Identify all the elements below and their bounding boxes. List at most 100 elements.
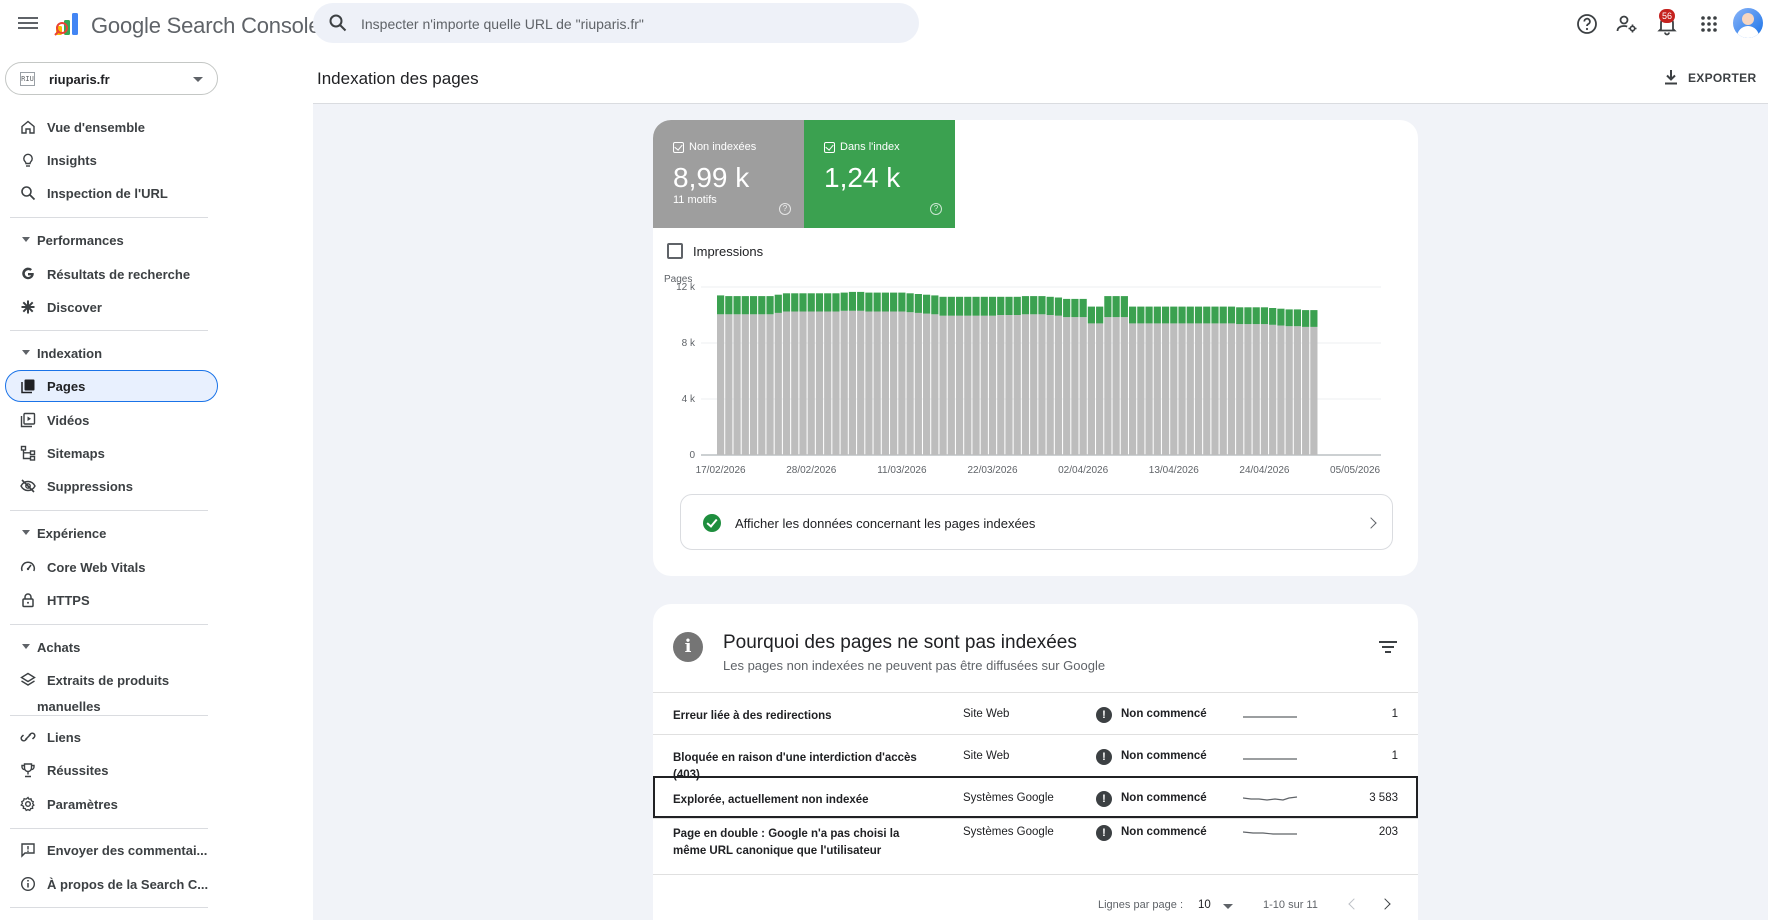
table-row[interactable]: Bloquée en raison d'une interdiction d'a… <box>653 734 1418 781</box>
chart-bar <box>1153 323 1161 455</box>
sidebar-item-https[interactable]: HTTPS <box>5 584 218 616</box>
chart-bar <box>758 314 766 455</box>
chart-bar <box>906 312 914 455</box>
chart-bar <box>1087 323 1095 455</box>
sidebar-item-label: Paramètres <box>47 797 118 812</box>
x-tick-label: 02/04/2026 <box>1058 465 1108 476</box>
chart-bar <box>741 296 749 315</box>
table-row[interactable]: Explorée, actuellement non indexée Systèm… <box>653 776 1418 818</box>
apps-grid-icon[interactable] <box>1697 12 1721 36</box>
sidebar-item-label: Extraits de produits <box>47 673 170 688</box>
chart-bar <box>1079 298 1087 318</box>
indexed-tile[interactable]: Dans l'index 1,24 k ? <box>804 120 955 228</box>
sidebar-item-about[interactable]: À propos de la Search C... <box>5 868 218 900</box>
count-cell: 3 583 <box>1369 792 1398 804</box>
chart-bar <box>955 315 964 455</box>
help-icon[interactable] <box>1575 12 1599 36</box>
sidebar-item-feedback[interactable]: Envoyer des commentai... <box>5 834 218 866</box>
trend-sparkline <box>1243 758 1297 760</box>
tile-value: 8,99 k <box>673 162 750 193</box>
chart-bar <box>988 315 997 455</box>
chart-bar <box>939 315 947 455</box>
help-icon[interactable]: ? <box>930 203 942 215</box>
account-avatar[interactable] <box>1733 8 1763 38</box>
table-row[interactable]: Erreur liée à des redirections Site Web! N… <box>653 692 1418 734</box>
search-console-logo <box>54 13 78 36</box>
chart-bar <box>1219 306 1227 324</box>
chart-bar <box>1310 310 1318 327</box>
x-tick-label: 24/04/2026 <box>1239 465 1289 476</box>
sidebar-section-indexing[interactable]: Indexation <box>5 341 218 365</box>
pages-chart: Pages 0 4 k 8 k 12 k 17/02/2026 28/02/2026 11/0… <box>664 275 1381 476</box>
chart-bar <box>741 314 749 455</box>
sidebar-item-core-web-vitals[interactable]: Core Web Vitals <box>5 551 218 583</box>
sidebar-item-videos[interactable]: Vidéos <box>5 404 218 436</box>
not-indexed-reasons-card: i Pourquoi des pages ne sont pas indexée… <box>653 604 1418 920</box>
chart-bar <box>1302 326 1310 455</box>
chart-bar <box>815 311 824 455</box>
sidebar-item-achievements[interactable]: Réussites <box>5 754 218 786</box>
chart-bar <box>774 294 782 313</box>
help-icon[interactable]: ? <box>779 203 791 215</box>
sidebar-item-discover[interactable]: Discover <box>5 291 218 323</box>
filter-icon[interactable] <box>1379 640 1397 654</box>
chevron-left-icon[interactable] <box>1348 898 1360 910</box>
chart-bar <box>1252 307 1260 325</box>
source-cell: Systèmes Google <box>963 826 1054 838</box>
caret-down-icon <box>22 350 30 355</box>
sidebar-item-url-inspection[interactable]: Inspection de l'URL <box>5 177 218 209</box>
chart-bar <box>865 292 873 312</box>
table-row[interactable]: Page en double : Google n'a pas choisi l… <box>653 818 1418 874</box>
chevron-down-icon[interactable] <box>1223 904 1233 909</box>
sidebar-item-removals[interactable]: Suppressions <box>5 470 218 502</box>
warning-icon: ! <box>1096 791 1112 807</box>
chart-bar <box>733 296 741 315</box>
sidebar-item-label: Vidéos <box>47 413 90 428</box>
chart-bar <box>1293 309 1301 327</box>
chart-bar <box>1211 306 1219 324</box>
sidebar-item-search-results[interactable]: Résultats de recherche <box>5 258 218 290</box>
chart-bar <box>980 315 988 455</box>
not-indexed-tile[interactable]: Non indexées 8,99 k 11 motifs ? <box>653 120 804 228</box>
caret-down-icon <box>22 237 30 242</box>
chart-bar <box>1194 306 1203 324</box>
chart-bar <box>1302 310 1310 327</box>
chart-bar <box>749 296 758 315</box>
menu-icon[interactable] <box>18 14 38 34</box>
sidebar-item-pages[interactable]: Pages <box>5 370 218 402</box>
sidebar-item-settings[interactable]: Paramètres <box>5 788 218 820</box>
manage-users-icon[interactable] <box>1615 12 1639 36</box>
chart-bar <box>1203 306 1211 324</box>
sidebar-item-links[interactable]: Liens <box>5 721 218 753</box>
chart-bar <box>1285 326 1293 455</box>
chart-bar <box>1227 306 1236 324</box>
view-indexed-pages-button[interactable]: Afficher les données concernant les page… <box>680 494 1393 550</box>
sidebar-item-product-snippets[interactable]: Extraits de produits <box>5 664 218 696</box>
chart-bar <box>1269 308 1277 325</box>
chart-bar <box>824 293 832 312</box>
sidebar-section-label: Performances <box>37 233 124 248</box>
count-cell: 203 <box>1378 826 1398 838</box>
sidebar-section-performance[interactable]: Performances <box>5 228 218 252</box>
sidebar-item-overview[interactable]: Vue d'ensemble <box>5 111 218 143</box>
caret-down-icon <box>22 530 30 535</box>
chart-bar <box>1054 297 1063 316</box>
property-favicon: RIU <box>20 72 35 86</box>
sidebar-section-experience[interactable]: Expérience <box>5 521 218 545</box>
chart-bar <box>1145 306 1153 324</box>
sidebar-item-insights[interactable]: Insights <box>5 144 218 176</box>
rows-per-page-select[interactable]: 10 <box>1198 899 1211 911</box>
sidebar-section-shopping[interactable]: Achats <box>5 635 218 659</box>
chart-bar <box>1269 324 1277 455</box>
link-icon <box>20 732 36 742</box>
chart-bar <box>1244 307 1252 325</box>
property-selector[interactable]: RIU riuparis.fr <box>5 62 218 95</box>
chart-bar <box>865 311 873 455</box>
chevron-right-icon[interactable] <box>1379 898 1391 910</box>
sidebar-item-label: Liens <box>47 730 81 745</box>
x-tick-label: 13/04/2026 <box>1149 465 1199 476</box>
chart-bar <box>931 314 939 455</box>
lightbulb-icon <box>23 153 33 167</box>
sidebar-item-sitemaps[interactable]: Sitemaps <box>5 437 218 469</box>
url-inspect-search[interactable]: Inspecter n'importe quelle URL de "riupa… <box>313 3 919 43</box>
